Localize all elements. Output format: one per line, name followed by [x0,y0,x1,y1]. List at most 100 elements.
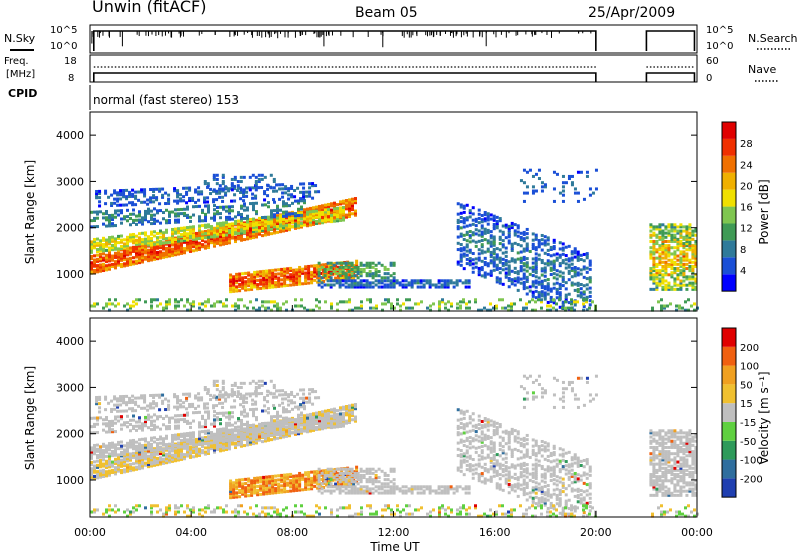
power-cell [123,251,126,255]
power-cell [237,219,240,223]
power-cell [679,235,683,239]
power-cell [685,283,689,287]
power-cell [129,239,132,243]
power-cell [334,276,338,280]
power-cell [203,180,207,184]
power-cell [561,259,565,263]
power-cell [192,227,195,231]
velocity-cell [261,440,264,444]
power-cell [207,298,210,302]
power-cell [495,306,498,310]
power-cell [519,235,523,239]
power-cell [215,198,219,202]
power-cell [558,291,562,295]
power-cell [99,263,102,267]
power-cell [468,259,472,263]
power-cell [288,223,291,227]
power-cell [108,265,111,269]
power-cell [441,298,444,302]
power-cell [362,285,366,289]
power-cell [567,174,571,178]
velocity-cell [327,424,330,428]
velocity-cell [147,447,150,451]
power-cell [204,300,207,304]
power-cell [230,188,234,192]
velocity-cell [306,428,309,432]
power-cell [679,273,683,277]
power-cell [271,275,275,279]
power-cell [264,227,267,231]
power-cell [207,231,210,235]
power-cell [368,274,372,278]
power-cell [201,243,204,247]
velocity-cell [204,418,207,422]
power-cell [525,286,529,290]
power-cell [249,202,252,206]
power-cell [123,264,126,268]
power-cell [171,230,174,234]
power-cell [322,273,326,277]
power-cell [189,239,192,243]
power-cell [688,246,692,250]
power-cell [138,254,141,258]
power-cell [312,216,315,220]
velocity-cell [186,454,189,458]
velocity-cell [135,457,138,461]
velocity-cell [291,431,294,435]
power-cell [236,188,240,192]
power-cell [552,238,556,242]
power-cell [117,255,120,259]
power-cell [143,200,147,204]
power-cell [174,242,177,246]
power-cell [162,217,165,221]
power-cell [156,240,159,244]
power-cell [576,250,580,254]
power-cell [673,237,677,241]
power-cell [459,215,463,219]
power-cell [173,199,177,203]
power-cell [210,241,213,245]
power-cell [655,225,659,229]
power-cell [486,212,490,216]
power-cell [513,241,517,245]
power-cell [507,272,511,276]
power-cell [558,270,562,274]
power-cell [105,266,108,270]
power-cell [365,283,369,287]
power-ytick-label: 4000 [56,129,84,142]
velocity-cell [336,425,339,429]
power-cell [165,241,168,245]
power-cell [694,281,698,285]
power-cell [255,308,258,312]
velocity-cell [99,447,102,451]
velocity-cell [192,449,195,453]
power-cell [150,238,153,242]
velocity-cell [333,422,336,426]
power-cell [274,276,278,280]
power-cell [149,188,153,192]
power-cell [224,191,228,195]
power-cell [192,249,195,253]
power-cell [658,271,662,275]
velocity-cell [150,428,153,432]
power-cell [323,274,327,278]
power-cell [330,213,333,217]
power-cell [477,252,481,256]
velocity-cell [273,424,276,428]
velocity-cell [177,458,180,462]
power-cell [303,199,306,203]
power-cell [231,230,234,234]
power-cell [152,196,156,200]
power-cell [411,306,414,310]
power-cell [123,246,126,250]
velocity-cell [96,416,99,420]
power-cell [309,218,312,222]
power-cell [198,226,201,230]
power-cell [147,259,150,263]
power-cell [471,218,475,222]
velocity-cell [276,428,279,432]
power-cell [338,270,342,274]
power-cell [189,243,192,247]
power-cell [253,279,257,283]
power-cell [355,259,359,263]
